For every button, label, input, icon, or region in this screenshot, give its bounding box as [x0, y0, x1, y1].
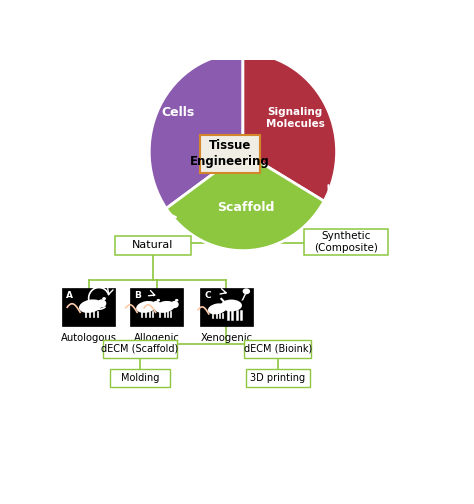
Text: Natural: Natural: [132, 240, 173, 250]
FancyBboxPatch shape: [303, 229, 388, 255]
Text: C: C: [204, 291, 211, 299]
Text: dECM (Bioink): dECM (Bioink): [244, 344, 312, 354]
Text: Tissue
Engineering: Tissue Engineering: [190, 139, 270, 168]
FancyBboxPatch shape: [130, 287, 183, 326]
Text: Scaffold: Scaffold: [217, 201, 274, 214]
Ellipse shape: [227, 301, 230, 304]
Text: B: B: [134, 291, 141, 299]
Text: Allogenic: Allogenic: [134, 333, 180, 343]
FancyBboxPatch shape: [201, 135, 260, 173]
Wedge shape: [166, 152, 324, 250]
Text: Signaling
Molecules: Signaling Molecules: [266, 107, 325, 130]
Text: Cells: Cells: [162, 106, 195, 119]
Wedge shape: [149, 53, 243, 209]
Text: Xenogenic: Xenogenic: [201, 333, 253, 343]
Ellipse shape: [136, 301, 156, 313]
Ellipse shape: [102, 297, 106, 300]
Ellipse shape: [79, 299, 102, 313]
FancyBboxPatch shape: [62, 287, 115, 326]
Ellipse shape: [208, 303, 227, 314]
Ellipse shape: [156, 299, 160, 301]
Text: Synthetic
(Composite): Synthetic (Composite): [314, 231, 378, 253]
Text: Autologous: Autologous: [61, 333, 117, 343]
Ellipse shape: [221, 299, 242, 311]
Text: dECM (Scaffold): dECM (Scaffold): [101, 344, 179, 354]
Ellipse shape: [175, 299, 178, 301]
Text: Molding: Molding: [121, 373, 159, 384]
Wedge shape: [243, 53, 337, 201]
Text: 3D printing: 3D printing: [250, 373, 305, 384]
FancyBboxPatch shape: [200, 287, 253, 326]
Ellipse shape: [152, 301, 160, 308]
FancyBboxPatch shape: [110, 369, 170, 387]
FancyBboxPatch shape: [103, 340, 177, 358]
Ellipse shape: [223, 303, 230, 310]
FancyBboxPatch shape: [115, 236, 191, 255]
Ellipse shape: [171, 301, 179, 308]
Ellipse shape: [243, 288, 250, 294]
Polygon shape: [241, 294, 246, 301]
FancyBboxPatch shape: [244, 340, 311, 358]
Ellipse shape: [155, 301, 175, 313]
FancyBboxPatch shape: [246, 369, 310, 387]
Text: A: A: [66, 291, 73, 299]
Ellipse shape: [97, 299, 106, 307]
